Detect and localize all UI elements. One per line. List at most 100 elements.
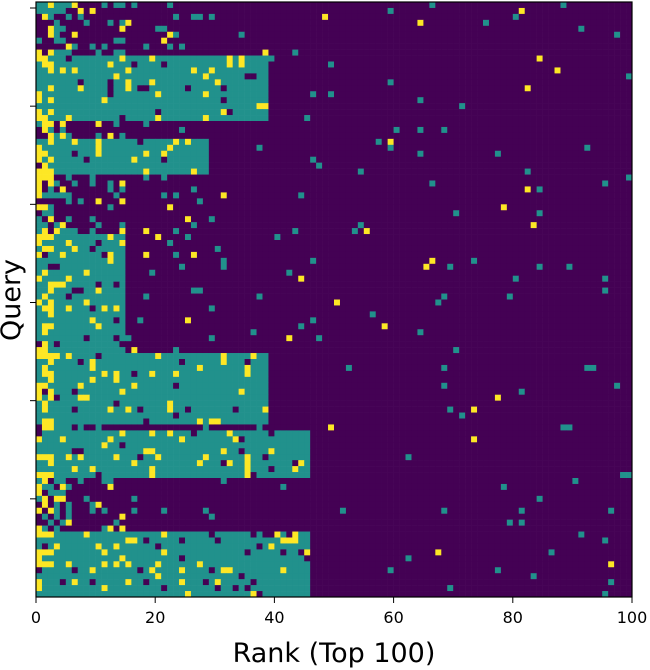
heatmap-cell bbox=[36, 19, 43, 27]
heatmap-cell bbox=[554, 257, 561, 265]
heatmap-cell bbox=[268, 162, 275, 169]
heatmap-cell bbox=[220, 210, 228, 217]
heatmap-cell bbox=[560, 43, 567, 50]
heatmap-cell bbox=[590, 97, 597, 104]
heatmap-cell bbox=[339, 121, 347, 128]
heatmap-cell bbox=[202, 132, 210, 140]
heatmap-cell bbox=[334, 31, 341, 38]
heatmap-cell bbox=[423, 204, 430, 211]
heatmap-cell bbox=[179, 67, 186, 74]
heatmap-cell bbox=[310, 192, 317, 199]
heatmap-cell bbox=[238, 168, 245, 175]
heatmap-cell bbox=[334, 55, 341, 62]
heatmap-cell bbox=[149, 269, 156, 276]
heatmap-cell bbox=[161, 138, 168, 146]
heatmap-cell bbox=[447, 121, 454, 128]
heatmap-cell bbox=[292, 204, 299, 211]
heatmap-cell bbox=[47, 109, 55, 116]
heatmap-cell bbox=[566, 49, 573, 56]
heatmap-cell bbox=[173, 192, 180, 199]
heatmap-cell bbox=[280, 37, 287, 44]
heatmap-cell bbox=[328, 204, 335, 211]
heatmap-cell bbox=[602, 287, 609, 294]
heatmap-cell bbox=[316, 162, 323, 169]
heatmap-cell bbox=[590, 263, 597, 271]
heatmap-cell bbox=[387, 85, 394, 92]
heatmap-cell bbox=[477, 210, 484, 217]
heatmap-cell bbox=[328, 103, 335, 110]
heatmap-cell bbox=[322, 49, 329, 56]
heatmap-cell bbox=[196, 49, 204, 56]
heatmap-cell bbox=[179, 162, 186, 169]
heatmap-cell bbox=[143, 287, 150, 294]
heatmap-cell bbox=[411, 19, 418, 27]
heatmap-cell bbox=[298, 186, 305, 193]
heatmap-cell bbox=[387, 37, 394, 44]
heatmap-cell bbox=[518, 281, 526, 288]
heatmap-cell bbox=[488, 2, 496, 9]
heatmap-cell bbox=[280, 287, 287, 294]
heatmap-cell bbox=[202, 121, 210, 128]
heatmap-cell bbox=[417, 240, 424, 247]
heatmap-cell bbox=[47, 43, 55, 50]
heatmap-cell bbox=[405, 73, 412, 80]
heatmap-cell bbox=[590, 126, 597, 134]
heatmap-cell bbox=[89, 49, 96, 56]
heatmap-cell bbox=[143, 73, 150, 80]
heatmap-cell bbox=[190, 49, 198, 56]
heatmap-cell bbox=[441, 7, 448, 15]
heatmap-cell bbox=[554, 37, 561, 44]
heatmap-cell bbox=[83, 228, 90, 235]
heatmap-cell bbox=[334, 85, 341, 92]
heatmap-cell bbox=[626, 287, 633, 294]
heatmap-cell bbox=[131, 91, 138, 98]
heatmap-cell bbox=[53, 144, 61, 152]
heatmap-cell bbox=[471, 257, 478, 265]
heatmap-cell bbox=[590, 186, 597, 193]
heatmap-cell bbox=[405, 55, 412, 62]
heatmap-cell bbox=[494, 222, 502, 229]
heatmap-cell bbox=[560, 25, 567, 33]
heatmap-cell bbox=[143, 2, 150, 9]
heatmap-cell bbox=[363, 55, 371, 62]
heatmap-cell bbox=[584, 132, 591, 140]
heatmap-cell bbox=[488, 162, 496, 169]
heatmap-cell bbox=[298, 126, 305, 134]
heatmap-cell bbox=[167, 204, 174, 211]
heatmap-cell bbox=[375, 103, 382, 110]
heatmap-cell bbox=[190, 293, 198, 300]
heatmap-cell bbox=[339, 13, 347, 21]
heatmap-cell bbox=[304, 61, 311, 68]
heatmap-cell bbox=[208, 293, 216, 300]
heatmap-cell bbox=[214, 198, 222, 205]
heatmap-cell bbox=[345, 85, 353, 92]
heatmap-cell bbox=[411, 2, 418, 9]
heatmap-cell bbox=[77, 257, 84, 265]
heatmap-cell bbox=[417, 91, 424, 98]
heatmap-cell bbox=[185, 25, 192, 33]
heatmap-cell bbox=[328, 174, 335, 181]
heatmap-cell bbox=[518, 287, 526, 294]
heatmap-cell bbox=[274, 43, 281, 50]
heatmap-cell bbox=[173, 198, 180, 205]
heatmap-cell bbox=[137, 174, 144, 181]
heatmap-cell bbox=[65, 103, 73, 110]
heatmap-cell bbox=[488, 287, 496, 294]
heatmap-cell bbox=[423, 115, 430, 122]
heatmap-cell bbox=[423, 97, 430, 104]
heatmap-cell bbox=[572, 13, 579, 21]
heatmap-cell bbox=[202, 150, 210, 157]
heatmap-cell bbox=[71, 73, 79, 80]
heatmap-cell bbox=[488, 263, 496, 271]
heatmap-cell bbox=[572, 19, 579, 27]
heatmap-cell bbox=[107, 138, 114, 146]
heatmap-cell bbox=[137, 121, 144, 128]
heatmap-cell bbox=[214, 186, 222, 193]
heatmap-cell bbox=[620, 198, 627, 205]
heatmap-cell bbox=[119, 180, 126, 187]
heatmap-cell bbox=[578, 91, 585, 98]
heatmap-cell bbox=[405, 61, 412, 68]
heatmap-cell bbox=[59, 43, 67, 50]
heatmap-cell bbox=[268, 31, 275, 38]
heatmap-cell bbox=[381, 150, 388, 157]
